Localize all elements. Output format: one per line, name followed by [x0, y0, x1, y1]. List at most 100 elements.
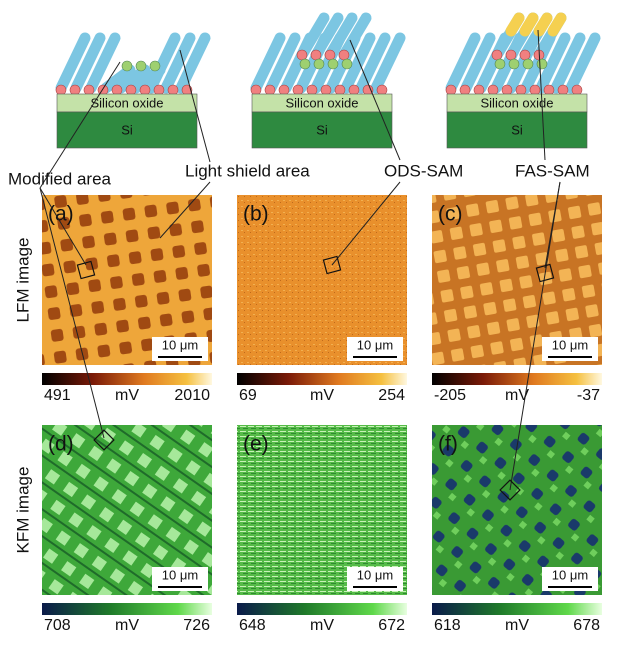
- panel-tag: (c): [438, 203, 463, 226]
- colorbar-max: 2010: [174, 387, 210, 404]
- callout: Light shield area: [185, 161, 310, 180]
- head-group: [544, 85, 554, 95]
- head-group: [495, 59, 505, 69]
- head-group: [140, 85, 150, 95]
- scale-label: 10 μm: [357, 337, 393, 352]
- colorbar: [42, 373, 212, 385]
- schematic: Silicon oxide Si: [56, 38, 205, 148]
- colorbar-max: -37: [577, 387, 600, 404]
- colorbar-unit: mV: [310, 387, 334, 404]
- head-group: [300, 59, 310, 69]
- fluoro-tip: [553, 18, 561, 31]
- head-group: [530, 85, 540, 95]
- colorbar: [432, 373, 602, 385]
- head-group: [502, 85, 512, 95]
- substrate-label: Si: [316, 122, 328, 137]
- colorbar-min: 648: [239, 617, 266, 634]
- head-group: [150, 61, 160, 71]
- scale-label: 10 μm: [162, 567, 198, 582]
- head-group: [251, 85, 261, 95]
- schematics: Silicon oxideSiSilicon oxideSiSilicon ox…: [56, 18, 595, 148]
- oxide-label: Silicon oxide: [286, 95, 359, 110]
- head-group: [325, 50, 335, 60]
- colorbar-min: 708: [44, 617, 71, 634]
- head-group: [377, 85, 387, 95]
- colorbar-unit: mV: [115, 387, 139, 404]
- callout: ODS-SAM: [384, 161, 463, 180]
- head-group: [509, 59, 519, 69]
- head-group: [446, 85, 456, 95]
- scale-label: 10 μm: [162, 337, 198, 352]
- colorbar-unit: mV: [505, 617, 529, 634]
- head-group: [126, 85, 136, 95]
- substrate-label: Si: [121, 122, 133, 137]
- head-group: [154, 85, 164, 95]
- colorbar-min: 69: [239, 387, 257, 404]
- colorbar-unit: mV: [310, 617, 334, 634]
- image-panel: (f) 10 μm 618 mV 678: [432, 425, 602, 634]
- head-group: [56, 85, 66, 95]
- head-group: [84, 85, 94, 95]
- scale-label: 10 μm: [552, 567, 588, 582]
- head-group: [363, 85, 373, 95]
- head-group: [293, 85, 303, 95]
- head-group: [342, 59, 352, 69]
- head-group: [297, 50, 307, 60]
- head-group: [122, 61, 132, 71]
- head-group: [136, 61, 146, 71]
- row-label: KFM image: [13, 467, 32, 554]
- head-group: [307, 85, 317, 95]
- head-group: [335, 85, 345, 95]
- image-panel: (b) 10 μm 69 mV 254: [237, 195, 407, 404]
- head-group: [537, 59, 547, 69]
- colorbar-max: 678: [573, 617, 600, 634]
- head-group: [168, 85, 178, 95]
- image-panel: (d) 10 μm 708 mV 726: [42, 425, 212, 634]
- schematic: Silicon oxide Si: [251, 18, 400, 148]
- head-group: [523, 59, 533, 69]
- fluoro-tip: [525, 18, 533, 31]
- scale-label: 10 μm: [357, 567, 393, 582]
- panel-tag: (d): [48, 433, 74, 456]
- panel-tag: (b): [243, 203, 269, 226]
- oxide-label: Silicon oxide: [91, 95, 164, 110]
- head-group: [265, 85, 275, 95]
- schematic: Silicon oxideSi: [446, 18, 595, 148]
- scale-label: 10 μm: [552, 337, 588, 352]
- head-group: [506, 50, 516, 60]
- colorbar-min: 491: [44, 387, 71, 404]
- head-group: [279, 85, 289, 95]
- head-group: [311, 50, 321, 60]
- head-group: [314, 59, 324, 69]
- colorbar-min: 618: [434, 617, 461, 634]
- head-group: [349, 85, 359, 95]
- head-group: [70, 85, 80, 95]
- panel-tag: (f): [438, 433, 458, 456]
- callout: FAS-SAM: [515, 161, 590, 180]
- head-group: [520, 50, 530, 60]
- colorbar-max: 726: [183, 617, 210, 634]
- colorbar: [237, 603, 407, 615]
- callout: Modified area: [8, 169, 112, 188]
- head-group: [474, 85, 484, 95]
- colorbar-unit: mV: [115, 617, 139, 634]
- panel-tag: (e): [243, 433, 269, 456]
- colorbar: [42, 603, 212, 615]
- image-panel: (c)10 μm-205mV-37: [432, 195, 602, 404]
- substrate-label: Si: [511, 122, 523, 137]
- fluoro-tip: [539, 18, 547, 31]
- colorbar: [237, 373, 407, 385]
- head-group: [321, 85, 331, 95]
- figure: Silicon oxideSiSilicon oxideSiSilicon ox…: [0, 0, 617, 642]
- colorbar-min: -205: [434, 387, 466, 404]
- head-group: [112, 85, 122, 95]
- colorbar-max: 254: [378, 387, 405, 404]
- head-group: [572, 85, 582, 95]
- head-group: [516, 85, 526, 95]
- head-group: [492, 50, 502, 60]
- row-label: LFM image: [13, 237, 32, 322]
- colorbar: [432, 603, 602, 615]
